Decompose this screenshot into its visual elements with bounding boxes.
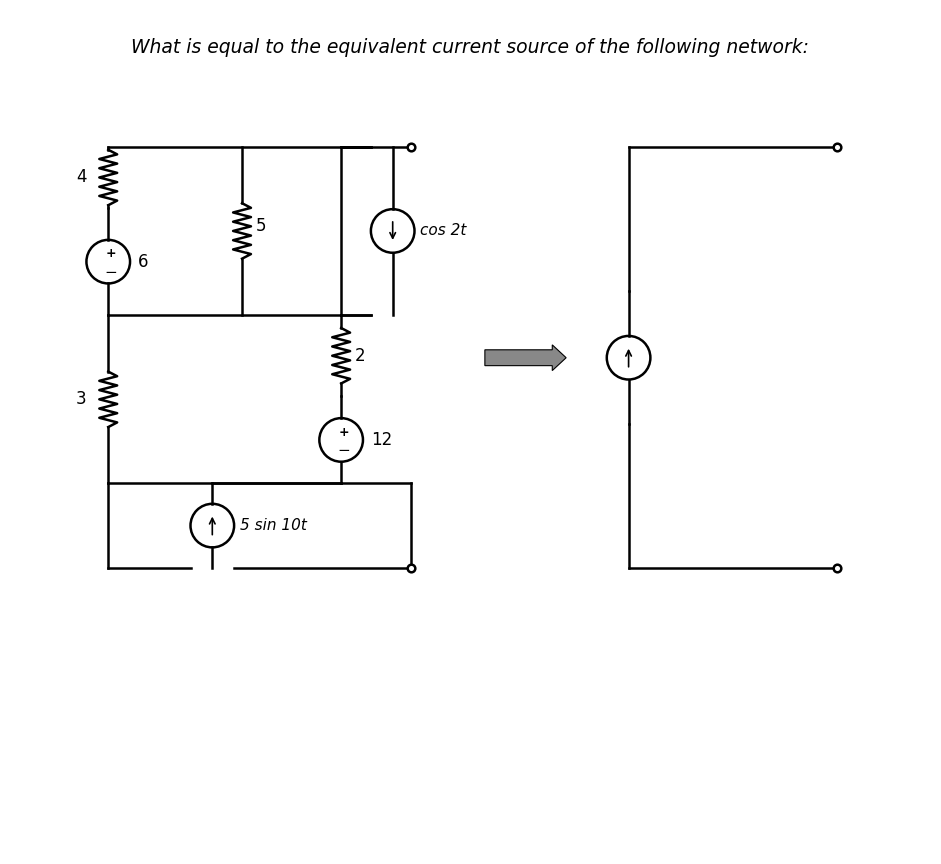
Text: 2: 2 xyxy=(355,346,366,365)
Text: 12: 12 xyxy=(371,431,392,449)
Text: −: − xyxy=(338,443,350,458)
Text: cos 2t: cos 2t xyxy=(421,224,467,238)
Text: What is equal to the equivalent current source of the following network:: What is equal to the equivalent current … xyxy=(131,38,809,57)
Text: 6: 6 xyxy=(138,252,149,270)
Text: 3: 3 xyxy=(76,391,87,409)
Text: +: + xyxy=(339,425,349,439)
FancyArrow shape xyxy=(485,345,566,371)
Text: −: − xyxy=(104,265,118,280)
Text: +: + xyxy=(106,247,117,260)
Text: 4: 4 xyxy=(76,168,87,187)
Text: 5 sin 10t: 5 sin 10t xyxy=(240,518,307,533)
Text: 5: 5 xyxy=(256,217,266,235)
